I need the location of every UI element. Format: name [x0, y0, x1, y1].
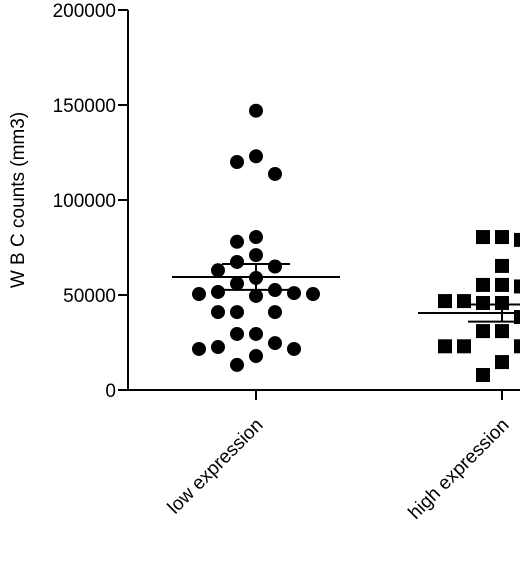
data-point [476, 277, 490, 292]
data-point [514, 310, 520, 325]
data-point [230, 254, 244, 269]
data-point [306, 287, 320, 302]
data-point [268, 259, 282, 274]
data-point [476, 367, 490, 382]
data-point [230, 305, 244, 320]
data-point [230, 155, 244, 169]
data-point [457, 294, 471, 309]
data-point [230, 234, 244, 249]
data-point [457, 339, 471, 354]
x-tick-label: high expression [405, 415, 514, 524]
data-point [495, 324, 509, 339]
data-point [514, 279, 520, 294]
data-point [268, 166, 282, 181]
x-tick-label: low expression [164, 415, 268, 519]
y-axis-label: W B C counts (mm3) [8, 112, 29, 288]
data-point [230, 326, 244, 341]
data-point [495, 355, 509, 370]
data-point [476, 230, 490, 245]
data-point [230, 357, 244, 372]
data-point [249, 103, 263, 118]
data-point [476, 324, 490, 339]
data-point [249, 149, 263, 164]
data-point [211, 284, 225, 299]
data-point [249, 230, 263, 245]
data-point [249, 348, 263, 363]
data-point [495, 295, 509, 310]
data-point [514, 232, 520, 247]
data-point [438, 294, 452, 309]
data-point [287, 341, 301, 356]
y-tick-label: 100000 [53, 191, 116, 212]
data-point [211, 340, 225, 355]
data-point [268, 336, 282, 351]
data-point [249, 288, 263, 303]
data-point [192, 341, 206, 356]
data-point [476, 295, 490, 310]
data-point [211, 263, 225, 278]
data-point [495, 230, 509, 245]
data-point [438, 339, 452, 354]
data-point [249, 248, 263, 263]
y-tick-label: 150000 [53, 96, 116, 117]
y-tick-label: 50000 [63, 286, 116, 307]
data-point [211, 305, 225, 320]
data-point [268, 305, 282, 320]
data-point [230, 276, 244, 291]
y-tick-label: 200000 [53, 1, 116, 22]
data-point [514, 339, 520, 354]
data-point [495, 277, 509, 292]
y-tick-label: 0 [105, 381, 116, 402]
data-point [192, 287, 206, 302]
data-point [249, 326, 263, 341]
data-point [495, 258, 509, 273]
data-point [287, 286, 301, 301]
